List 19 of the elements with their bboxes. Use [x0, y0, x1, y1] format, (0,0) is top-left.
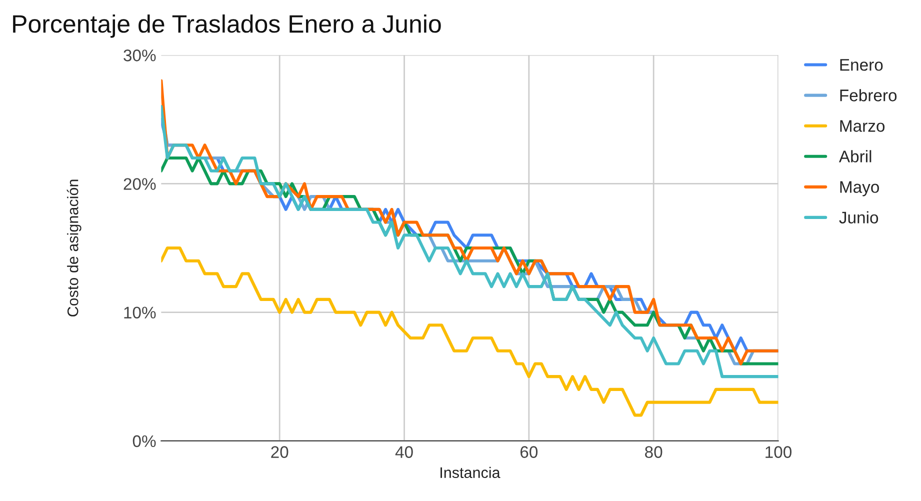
- chart-title: Porcentaje de Traslados Enero a Junio: [13, 14, 441, 38]
- legend-label: Junio: [839, 211, 878, 224]
- x-tick-label: 40: [395, 446, 413, 458]
- y-tick-label: 10%: [124, 306, 156, 318]
- x-tick-label: 60: [520, 446, 538, 458]
- line-series: [161, 246, 778, 417]
- legend-label: Abril: [838, 150, 872, 162]
- y-tick-label: 30%: [124, 50, 156, 62]
- y-axis-title: Costo de asignación: [66, 180, 82, 316]
- y-tick-label: 20%: [124, 178, 156, 190]
- y-tick-label: 0%: [132, 435, 156, 448]
- x-axis-title: Instancia: [440, 466, 500, 478]
- x-tick-label: 80: [645, 446, 662, 458]
- legend-label: Enero: [840, 59, 883, 71]
- legend-label: Febrero: [840, 89, 897, 102]
- legend-label: Mayo: [840, 181, 879, 196]
- x-tick-label: 100: [766, 446, 792, 458]
- legend-label: Marzo: [840, 120, 885, 132]
- x-tick-label: 20: [271, 446, 288, 458]
